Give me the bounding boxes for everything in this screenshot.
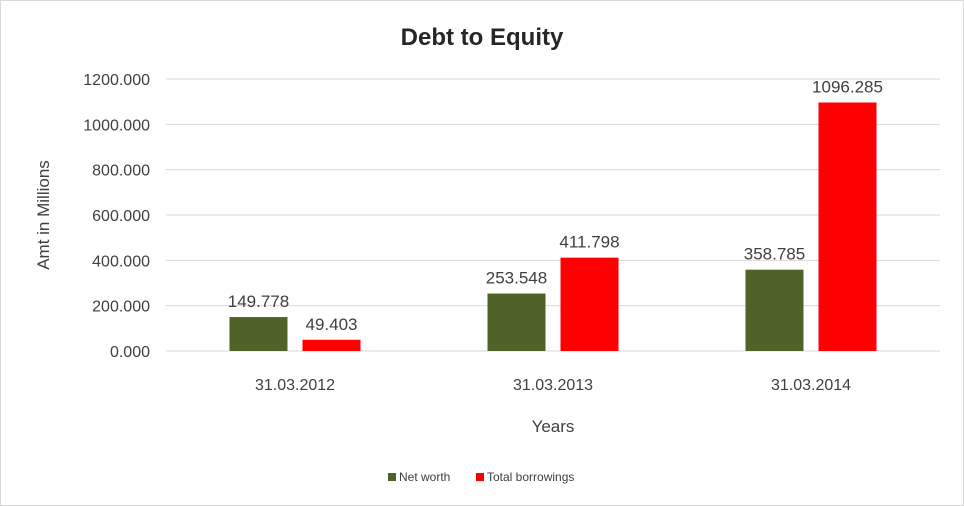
- legend-swatch: [388, 473, 396, 481]
- y-tick-label: 0.000: [110, 344, 150, 361]
- data-labels: 149.778 49.403 253.548 411.798 358.785 1096.2…: [228, 78, 883, 334]
- data-label: 358.785: [744, 245, 805, 264]
- y-tick-label: 400.000: [92, 253, 150, 270]
- bar-net-worth: [229, 317, 288, 351]
- y-tick-labels: 0.000 200.000 400.000 600.000 800.000 1000.00…: [83, 72, 150, 361]
- y-tick-label: 800.000: [92, 163, 150, 180]
- legend: Net worth Total borrowings: [388, 470, 574, 484]
- x-tick-labels: 31.03.2012 31.03.2013 31.03.2014: [255, 377, 851, 394]
- bar-total-borrowings: [818, 102, 877, 352]
- y-tick-label: 1000.000: [83, 117, 150, 134]
- data-label: 411.798: [559, 233, 619, 252]
- x-tick-label: 31.03.2013: [513, 377, 593, 394]
- y-tick-label: 600.000: [92, 208, 150, 225]
- bar-total-borrowings: [560, 257, 619, 351]
- legend-label: Net worth: [399, 470, 450, 484]
- legend-label: Total borrowings: [487, 470, 574, 484]
- data-label: 253.548: [486, 269, 547, 288]
- y-axis-label: Amt in Millions: [34, 160, 53, 270]
- x-axis-label: Years: [532, 417, 575, 436]
- data-label: 1096.285: [812, 78, 883, 97]
- y-tick-label: 1200.000: [83, 72, 150, 89]
- bar-total-borrowings: [302, 339, 361, 351]
- x-tick-label: 31.03.2014: [771, 377, 851, 394]
- gridlines: [166, 78, 940, 352]
- data-label: 49.403: [306, 315, 358, 334]
- bar-net-worth: [487, 293, 546, 351]
- y-tick-label: 200.000: [92, 299, 150, 316]
- x-tick-label: 31.03.2012: [255, 377, 335, 394]
- bars: [229, 102, 877, 352]
- data-label: 149.778: [228, 292, 289, 311]
- chart-title: Debt to Equity: [401, 24, 564, 51]
- bar-net-worth: [745, 269, 804, 351]
- legend-swatch: [476, 473, 484, 481]
